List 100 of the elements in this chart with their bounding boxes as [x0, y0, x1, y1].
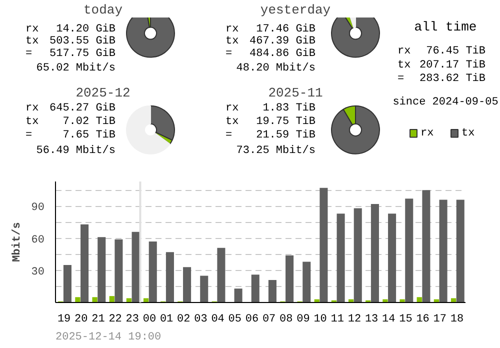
text: 467.39 GiB [249, 36, 316, 48]
bar [439, 200, 448, 302]
bar [450, 298, 456, 302]
text: rx [26, 23, 40, 36]
text: 7.65 TiB [62, 129, 116, 142]
text: = [26, 129, 32, 142]
bar [416, 297, 422, 302]
text: 517.75 GiB [49, 48, 116, 60]
text: tx [226, 116, 240, 128]
text: 14.20 GiB [56, 23, 116, 36]
text: 503.55 GiB [49, 36, 116, 48]
x-tick-label: 12 [348, 314, 362, 326]
text: 484.86 GiB [249, 48, 316, 60]
chart-title: today [83, 2, 123, 18]
legend-label: rx [420, 127, 434, 140]
text: 207.17 TiB [419, 59, 486, 72]
x-tick-label: 05 [228, 314, 242, 326]
text: 7.02 TiB [62, 116, 116, 128]
x-tick-label: 00 [142, 314, 156, 326]
text: rx [398, 45, 412, 58]
bar [148, 241, 157, 302]
x-tick-label: 06 [245, 314, 259, 326]
x-tick-label: 11 [330, 314, 344, 326]
text: 56.49 Mbit/s [36, 144, 116, 157]
bar [302, 262, 311, 302]
x-tick-label: 02 [177, 314, 190, 326]
chart-title: yesterday [260, 2, 331, 18]
text: 2025-12-14 19:00 [56, 332, 162, 344]
x-tick-label: 21 [92, 314, 106, 326]
bar [98, 237, 106, 302]
bar [370, 204, 379, 302]
bar [354, 208, 362, 302]
bar [126, 298, 132, 302]
chart-title: 2025-12 [76, 86, 130, 100]
x-tick-label: 19 [57, 314, 71, 326]
text: rx [26, 102, 40, 114]
bar [200, 276, 208, 302]
bar [336, 214, 345, 302]
bar [63, 265, 72, 302]
bar [251, 274, 260, 302]
x-tick-label: 01 [160, 314, 174, 326]
bar [320, 188, 328, 302]
y-tick-label: 90 [31, 202, 44, 214]
x-tick-label: 20 [74, 314, 88, 326]
bar [388, 214, 396, 302]
x-tick-label: 18 [450, 314, 464, 326]
bar [114, 239, 123, 302]
x-tick-label: 17 [433, 314, 446, 326]
x-tick-label: 10 [314, 314, 327, 326]
y-tick-label: 30 [31, 266, 44, 278]
text: 21.59 TiB [256, 129, 316, 142]
bar [234, 288, 242, 302]
bar [405, 198, 414, 302]
text: 76.45 TiB [426, 45, 486, 58]
text: = [226, 129, 232, 142]
text: tx [26, 36, 40, 48]
text: rx [226, 23, 240, 36]
x-tick-label: 04 [211, 314, 225, 326]
text: tx [398, 59, 412, 72]
bar [286, 255, 294, 302]
bar [268, 280, 276, 302]
x-tick-label: 09 [296, 314, 310, 326]
text: = [398, 73, 404, 86]
bar [143, 298, 149, 302]
x-tick-label: 16 [416, 314, 430, 326]
x-tick-label: 14 [382, 314, 396, 326]
text: 48.20 Mbit/s [236, 62, 316, 74]
text: 73.25 Mbit/s [236, 144, 316, 157]
bar [166, 252, 174, 302]
text: 65.02 Mbit/s [36, 62, 116, 74]
text: 645.27 GiB [49, 102, 116, 114]
text: 19.75 TiB [256, 116, 316, 128]
x-tick-label: 03 [194, 314, 208, 326]
text: tx [26, 116, 40, 128]
x-tick-label: 15 [399, 314, 412, 326]
bar [80, 224, 89, 302]
text: tx [226, 36, 240, 48]
bar [183, 267, 192, 302]
x-tick-label: 07 [262, 314, 276, 326]
bar [422, 190, 430, 302]
bar [109, 296, 114, 302]
x-tick-label: 23 [126, 314, 139, 326]
legend-label: tx [462, 127, 476, 140]
text: 283.62 TiB [419, 73, 486, 86]
text: = [226, 48, 232, 60]
text: = [26, 48, 32, 60]
bar [92, 297, 98, 302]
bar [456, 200, 464, 302]
text: 1.83 TiB [262, 102, 316, 114]
text: since 2024-09-05 [392, 96, 498, 108]
y-axis-title: Mbit/s [11, 222, 24, 262]
x-tick-label: 13 [364, 314, 378, 326]
x-tick-label: 22 [108, 314, 122, 326]
text: 17.46 GiB [256, 23, 316, 36]
bar [217, 248, 226, 302]
y-tick-label: 60 [31, 234, 44, 246]
x-tick-label: 08 [280, 314, 293, 326]
text: rx [226, 102, 240, 114]
text: all time [414, 20, 477, 35]
bar [75, 297, 80, 302]
